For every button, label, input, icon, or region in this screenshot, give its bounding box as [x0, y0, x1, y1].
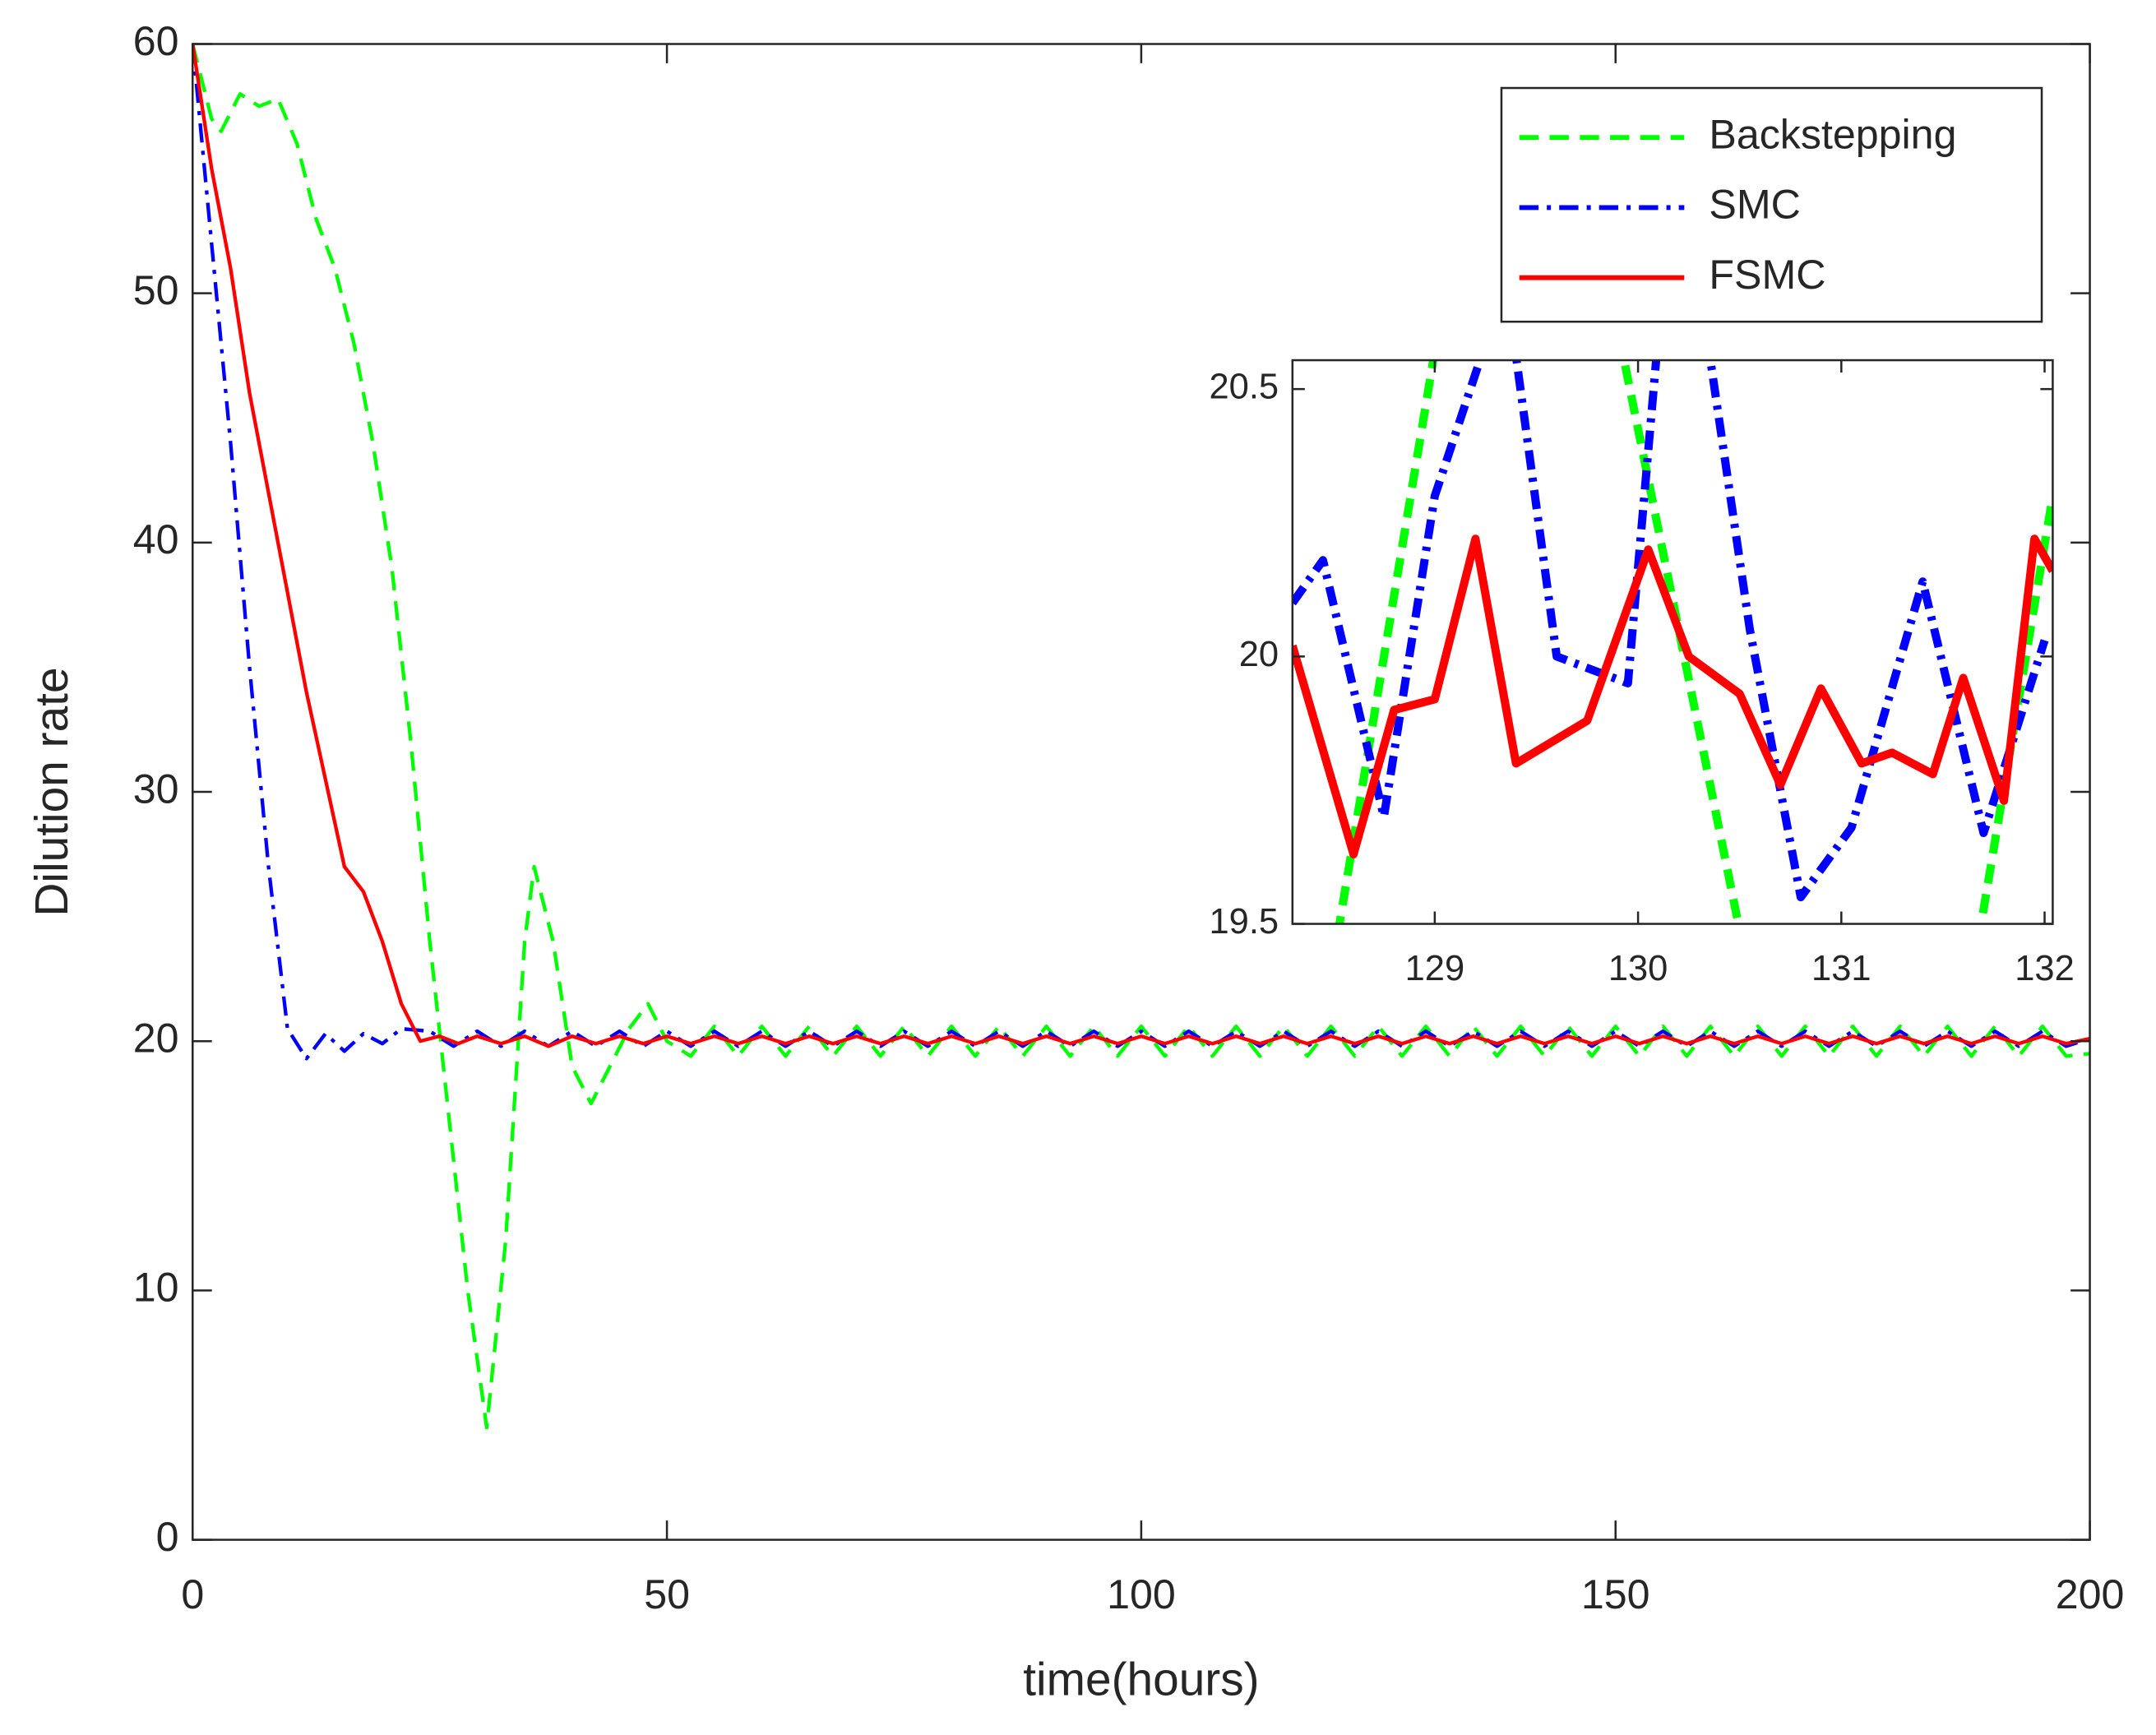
x-tick-label: 100 — [1107, 1571, 1176, 1617]
x-tick-label: 129 — [1405, 949, 1465, 988]
legend-label: Backstepping — [1709, 111, 1956, 157]
series-line — [192, 44, 2090, 1061]
y-tick-label: 30 — [133, 766, 179, 812]
legend-box — [1500, 86, 2043, 323]
y-tick-label: 20.5 — [1209, 368, 1279, 407]
axes-box — [1291, 359, 2054, 925]
x-tick-label: 0 — [181, 1571, 204, 1617]
series-line — [192, 44, 2090, 1430]
series-line — [192, 44, 2090, 1048]
x-tick-label: 131 — [1811, 949, 1871, 988]
y-tick-label: 0 — [156, 1514, 179, 1560]
y-tick-label: 60 — [133, 18, 179, 64]
x-tick-label: 50 — [644, 1571, 690, 1617]
y-tick-label: 50 — [133, 267, 179, 313]
x-tick-label: 130 — [1608, 949, 1668, 988]
legend-label: SMC — [1709, 182, 1800, 228]
y-tick-label: 20 — [133, 1015, 179, 1061]
y-tick-label: 40 — [133, 516, 179, 562]
series-line — [1292, 534, 2053, 858]
plot-lines — [192, 44, 2090, 1430]
x-tick-label: 150 — [1581, 1571, 1650, 1617]
y-tick-label: 20 — [1239, 635, 1279, 674]
plot-lines — [1292, 360, 2053, 924]
y-axis-label: Dilution rate — [26, 667, 78, 916]
x-tick-label: 200 — [2056, 1571, 2125, 1617]
legend-label: FSMC — [1709, 252, 1825, 298]
y-tick-label: 19.5 — [1209, 902, 1279, 942]
x-axis-label: time(hours) — [1023, 1654, 1259, 1705]
x-tick-label: 132 — [2015, 949, 2075, 988]
y-tick-label: 10 — [133, 1265, 179, 1311]
